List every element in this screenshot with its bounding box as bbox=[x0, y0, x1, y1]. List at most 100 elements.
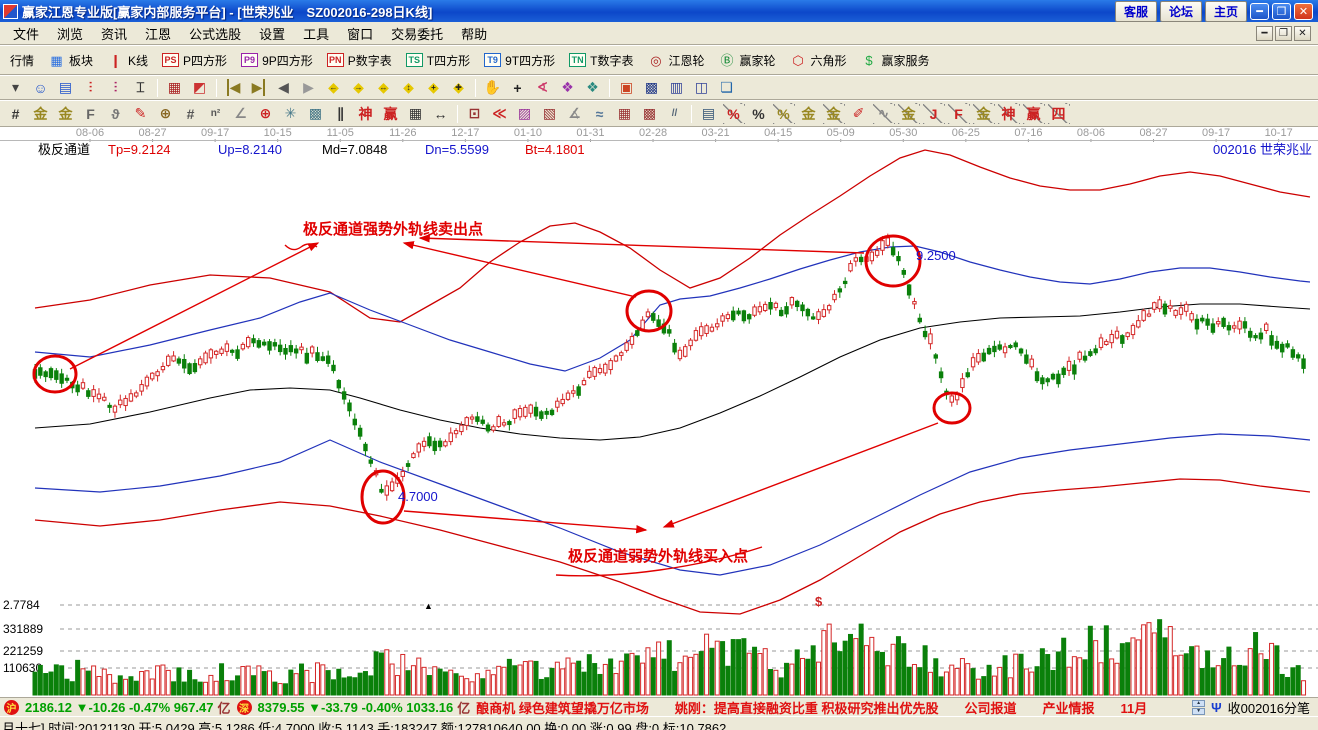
kline-large[interactable]: ⫶ bbox=[104, 77, 127, 98]
wave-tool[interactable]: ≈ bbox=[588, 103, 611, 124]
f-square-tool[interactable]: F bbox=[79, 103, 102, 124]
menu-item-tools[interactable]: 工具 bbox=[303, 26, 330, 42]
gold-diag-a[interactable]: 金 bbox=[897, 103, 920, 124]
minimize-button[interactable]: ━ bbox=[1250, 2, 1269, 20]
mini-chart-tool[interactable]: ▤ bbox=[697, 103, 720, 124]
kline-chart-area[interactable]: 08-06 08-27 09-17 10-15 11-05 11-26 12-17 01-10… bbox=[0, 127, 1318, 697]
customer-service-button[interactable]: 客服 bbox=[1114, 0, 1157, 22]
square-grid-b[interactable]: ▩ bbox=[638, 103, 661, 124]
f-diag-tool[interactable]: F bbox=[947, 103, 970, 124]
n2-tool[interactable]: n² bbox=[204, 103, 227, 124]
zoom-left-diamond[interactable]: ◆ ← bbox=[322, 77, 345, 98]
menu-item-file[interactable]: 文件 bbox=[13, 26, 40, 42]
last-page[interactable]: ▶ bbox=[247, 77, 270, 98]
square-grid-a[interactable]: ▦ bbox=[613, 103, 636, 124]
volume-tool[interactable]: ◩ bbox=[188, 77, 211, 98]
zoom-in-diamond[interactable]: ◆ + bbox=[422, 77, 445, 98]
zoom-out-diamond[interactable]: ◆ ✚ bbox=[447, 77, 470, 98]
gold-grid-b[interactable]: 金 bbox=[54, 103, 77, 124]
gold-diag-b[interactable]: 金 bbox=[972, 103, 995, 124]
kline-button[interactable]: ❙ K线 bbox=[101, 49, 154, 72]
zoom-h-diamond[interactable]: ◆ ↔ bbox=[372, 77, 395, 98]
notebook-tool[interactable]: ▥ bbox=[665, 77, 688, 98]
numbered-grid-tool[interactable]: ▦ bbox=[404, 103, 427, 124]
gold-grid-a[interactable]: 金 bbox=[29, 103, 52, 124]
menu-item-news[interactable]: 资讯 bbox=[101, 26, 128, 42]
f10-report[interactable]: ▤ bbox=[54, 77, 77, 98]
percent-red-tool[interactable]: % bbox=[722, 103, 745, 124]
gold-circle-tool[interactable]: 金 bbox=[797, 103, 820, 124]
menu-item-help[interactable]: 帮助 bbox=[461, 26, 488, 42]
brush-tool[interactable]: ✐ bbox=[847, 103, 870, 124]
next-page[interactable]: ▶ bbox=[297, 77, 320, 98]
box-web-tool[interactable]: ▩ bbox=[304, 103, 327, 124]
panel-dropdown[interactable]: ▾ bbox=[4, 77, 27, 98]
ying-tool[interactable]: 赢 bbox=[379, 103, 402, 124]
bars-tool[interactable]: ∥ bbox=[329, 103, 352, 124]
gann-knot-purple[interactable]: ❖ bbox=[556, 77, 579, 98]
ying-diag-tool[interactable]: 赢 bbox=[1022, 103, 1045, 124]
kline-small[interactable]: ⫶ bbox=[79, 77, 102, 98]
first-page[interactable]: ◀ bbox=[222, 77, 245, 98]
restore-button[interactable]: ❐ bbox=[1272, 2, 1291, 20]
spiral-tool[interactable]: ϑ bbox=[104, 103, 127, 124]
prev-page[interactable]: ◀ bbox=[272, 77, 295, 98]
web-tool[interactable]: ✳ bbox=[279, 103, 302, 124]
gold-line-tool[interactable]: 金 bbox=[822, 103, 845, 124]
box-select-tool[interactable]: ⊡ bbox=[463, 103, 486, 124]
calculator-tool[interactable]: ▩ bbox=[640, 77, 663, 98]
width-tool[interactable]: ↔ bbox=[429, 103, 452, 124]
angle-tool[interactable]: ∠ bbox=[229, 103, 252, 124]
parallel-lines-tool[interactable]: // bbox=[663, 103, 686, 124]
hexagon-button[interactable]: ⬡ 六角形 bbox=[784, 49, 853, 72]
t-square-button[interactable]: TS T四方形 bbox=[400, 49, 476, 72]
gann-wheel-button[interactable]: ◎ 江恩轮 bbox=[641, 49, 710, 72]
crosshair-tool[interactable]: + bbox=[506, 77, 529, 98]
9t-square-button[interactable]: T9 9T四方形 bbox=[478, 49, 561, 72]
candle-style[interactable]: ⌶ bbox=[129, 77, 152, 98]
comb-tool[interactable]: # bbox=[4, 103, 27, 124]
sectors-button[interactable]: ▦ 板块 bbox=[42, 49, 99, 72]
ticker-down-button[interactable]: ▼ bbox=[1192, 707, 1206, 715]
winner-wheel-button[interactable]: Ⓑ 赢家轮 bbox=[712, 49, 781, 72]
j-diag-tool[interactable]: J bbox=[922, 103, 945, 124]
grid-tool[interactable]: ▦ bbox=[163, 77, 186, 98]
menu-item-formula-picker[interactable]: 公式选股 bbox=[189, 26, 242, 42]
hand-tool[interactable]: ✋ bbox=[481, 77, 504, 98]
menu-item-window[interactable]: 窗口 bbox=[347, 26, 374, 42]
forum-button[interactable]: 论坛 bbox=[1159, 0, 1202, 22]
percent-line-tool[interactable]: % bbox=[772, 103, 795, 124]
homepage-button[interactable]: 主页 bbox=[1204, 0, 1247, 22]
wave-box-tool[interactable]: ∿ bbox=[872, 103, 895, 124]
p-table-button[interactable]: PN P数字表 bbox=[321, 49, 398, 72]
menu-item-settings[interactable]: 设置 bbox=[259, 26, 286, 42]
zoom-v-diamond[interactable]: ◆ ↕ bbox=[397, 77, 420, 98]
pen-tool[interactable]: ✎ bbox=[129, 103, 152, 124]
si-diag-tool[interactable]: 四 bbox=[1047, 103, 1070, 124]
target-tool[interactable]: ⊕ bbox=[254, 103, 277, 124]
winner-service-button[interactable]: $ 赢家服务 bbox=[855, 49, 936, 72]
angle-lines-tool[interactable]: ∡ bbox=[563, 103, 586, 124]
mdi-minimize-button[interactable]: ━ bbox=[1256, 25, 1273, 41]
mdi-close-button[interactable]: ✕ bbox=[1294, 25, 1311, 41]
comb2-tool[interactable]: # bbox=[179, 103, 202, 124]
market-smile[interactable]: ☺ bbox=[29, 77, 52, 98]
fan-box-a[interactable]: ▨ bbox=[513, 103, 536, 124]
9p-square-button[interactable]: P9 9P四方形 bbox=[235, 49, 319, 72]
quotes-button[interactable]: 行情 bbox=[4, 49, 40, 72]
ticker-up-button[interactable]: ▲ bbox=[1192, 699, 1206, 707]
zoom-right-diamond[interactable]: ◆ → bbox=[347, 77, 370, 98]
calendar-tool[interactable]: ▣ bbox=[615, 77, 638, 98]
percent-tool[interactable]: % bbox=[747, 103, 770, 124]
angle-measure-tool[interactable]: ∢ bbox=[531, 77, 554, 98]
export-tool[interactable]: ❏ bbox=[715, 77, 738, 98]
tick-data-label[interactable]: 收002016分笔 bbox=[1227, 700, 1310, 716]
menu-item-trade[interactable]: 交易委托 bbox=[391, 26, 444, 42]
mdi-restore-button[interactable]: ❐ bbox=[1275, 25, 1292, 41]
gann-fan-tool[interactable]: ≪ bbox=[488, 103, 511, 124]
fan-box-b[interactable]: ▧ bbox=[538, 103, 561, 124]
t-table-button[interactable]: TN T数字表 bbox=[563, 49, 639, 72]
menu-item-gann[interactable]: 江恩 bbox=[145, 26, 172, 42]
p-square-button[interactable]: PS P四方形 bbox=[156, 49, 233, 72]
compass-grid[interactable]: ⊕ bbox=[154, 103, 177, 124]
